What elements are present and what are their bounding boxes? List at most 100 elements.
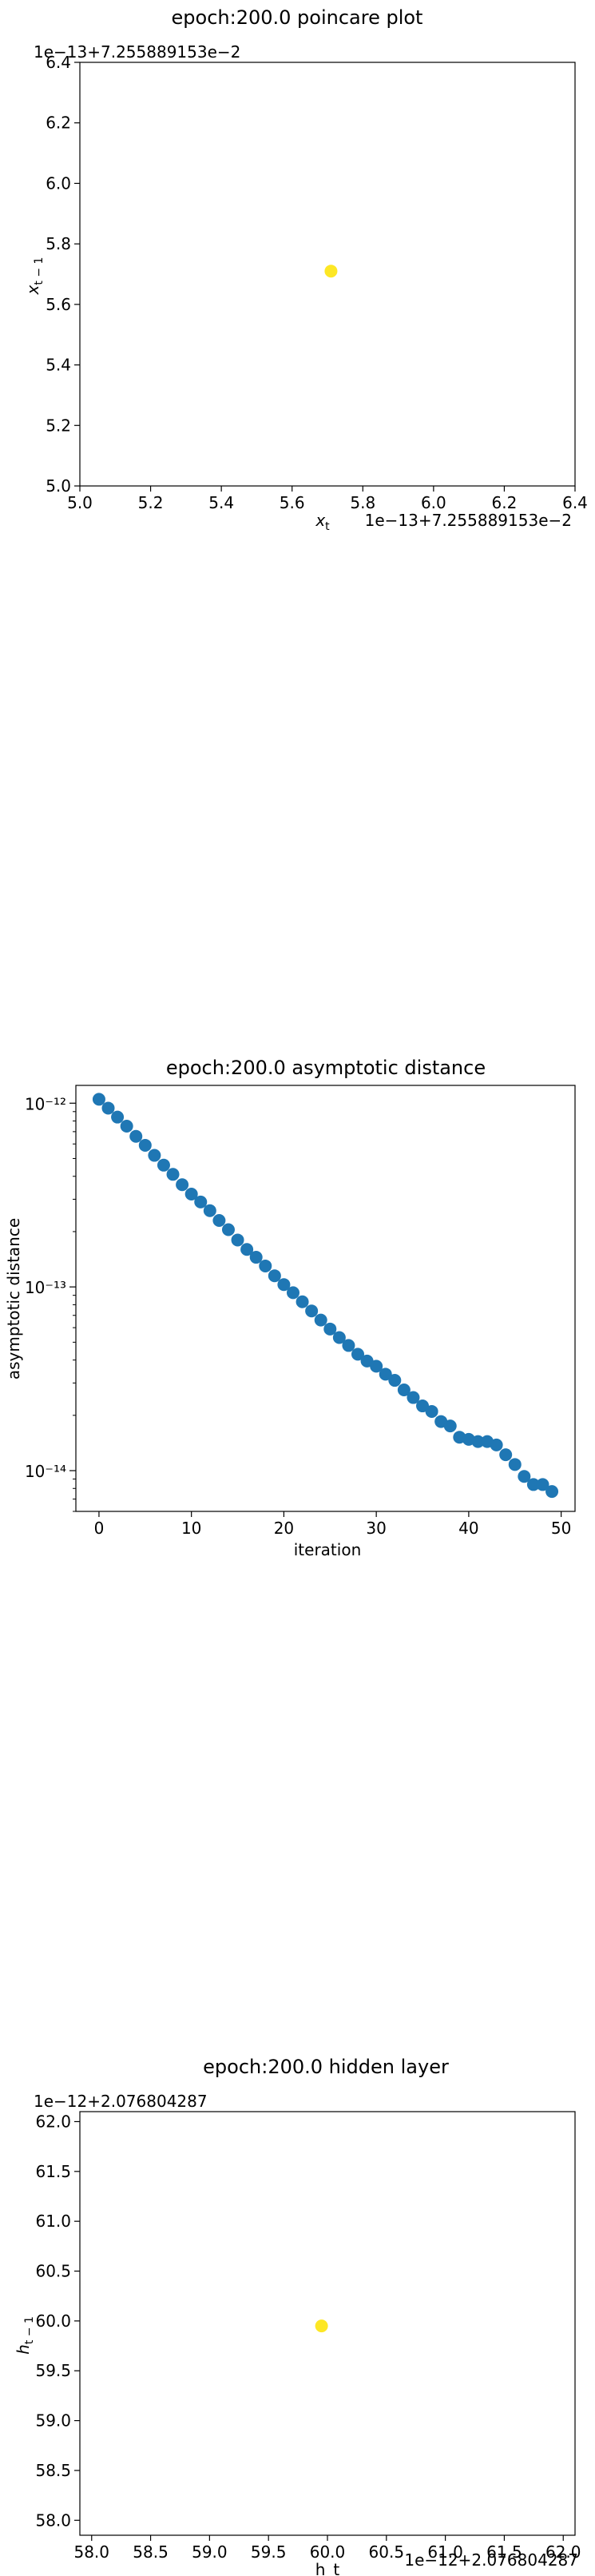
y-axis-label: xt − 1 bbox=[23, 257, 46, 296]
data-point bbox=[323, 1322, 337, 1336]
x-offset-label: 1e−12+2.076804287 bbox=[404, 2550, 578, 2570]
x-tick-label: 62.0 bbox=[545, 2542, 581, 2562]
data-points bbox=[92, 1093, 559, 1499]
y-tick-label: 10⁻¹³ bbox=[25, 1278, 66, 1297]
data-points bbox=[315, 2319, 328, 2333]
data-point bbox=[157, 1158, 170, 1172]
x-axis-label: h_t bbox=[315, 2560, 340, 2576]
y-axis-label: ht − 1 bbox=[14, 2316, 36, 2355]
data-point bbox=[305, 1304, 319, 1318]
y-tick-label: 5.2 bbox=[46, 416, 71, 435]
data-point bbox=[184, 1188, 198, 1201]
data-point bbox=[315, 2319, 328, 2333]
y-tick-label: 10⁻¹² bbox=[25, 1094, 66, 1113]
data-point bbox=[148, 1149, 161, 1162]
data-point bbox=[101, 1101, 115, 1115]
x-tick-label: 58.5 bbox=[133, 2542, 169, 2562]
x-tick-label: 6.2 bbox=[492, 493, 518, 512]
x-tick-label: 59.0 bbox=[192, 2542, 228, 2562]
data-point bbox=[120, 1119, 133, 1133]
x-tick-label: 30 bbox=[366, 1519, 386, 1538]
x-tick-label: 6.0 bbox=[421, 493, 446, 512]
y-axis: 58.0 58.5 59.0 59.5 60.0 60.5 61.0 61.5 62.0 bbox=[35, 2112, 80, 2530]
data-point bbox=[518, 1470, 531, 1483]
data-point bbox=[499, 1448, 513, 1462]
data-point bbox=[397, 1384, 411, 1397]
y-tick-label: 5.0 bbox=[46, 476, 71, 496]
data-point bbox=[379, 1368, 392, 1381]
x-axis: 58.0 58.5 59.0 59.5 60.0 60.5 61.0 61.5 62.0 bbox=[73, 2535, 581, 2562]
data-point bbox=[416, 1399, 430, 1413]
data-point bbox=[342, 1339, 355, 1352]
data-point bbox=[407, 1391, 420, 1404]
y-tick-label: 60.0 bbox=[35, 2311, 71, 2331]
data-point bbox=[268, 1269, 281, 1283]
data-point bbox=[111, 1110, 125, 1124]
x-tick-label: 0 bbox=[94, 1519, 105, 1538]
x-tick-label: 10 bbox=[181, 1519, 201, 1538]
data-point bbox=[351, 1348, 365, 1361]
data-point bbox=[221, 1223, 235, 1236]
plot-area bbox=[75, 1085, 576, 1512]
data-point bbox=[332, 1331, 346, 1344]
x-tick-label: 61.5 bbox=[486, 2542, 522, 2562]
x-tick-label: 5.8 bbox=[350, 493, 375, 512]
y-axis: 10⁻¹² 10⁻¹³ 10⁻¹⁴ bbox=[25, 1094, 76, 1512]
x-tick-label: 50 bbox=[551, 1519, 571, 1538]
data-point bbox=[203, 1204, 216, 1217]
chart-title: epoch:200.0 hidden layer bbox=[203, 2056, 449, 2078]
x-axis-label: iteration bbox=[294, 1540, 362, 1559]
data-point bbox=[388, 1374, 402, 1388]
y-tick-label: 6.2 bbox=[46, 113, 71, 133]
y-offset-label: 1e−12+2.076804287 bbox=[34, 2092, 208, 2111]
x-offset-label: 1e−13+7.255889153e−2 bbox=[365, 511, 572, 530]
y-tick-label: 62.0 bbox=[35, 2112, 71, 2131]
y-axis: 5.0 5.2 5.4 5.6 5.8 6.0 6.2 6.4 bbox=[46, 53, 80, 496]
data-point bbox=[277, 1278, 291, 1292]
x-tick-label: 60.5 bbox=[369, 2542, 405, 2562]
data-point bbox=[231, 1233, 244, 1247]
y-tick-label: 58.5 bbox=[35, 2461, 71, 2480]
data-point bbox=[314, 1313, 327, 1327]
y-tick-label: 5.8 bbox=[46, 234, 71, 253]
hidden-layer-chart: epoch:200.0 hidden layer 1e−12+2.0768042… bbox=[14, 2056, 581, 2576]
data-point bbox=[249, 1251, 263, 1264]
x-tick-label: 58.0 bbox=[73, 2542, 109, 2562]
x-tick-label: 61.0 bbox=[427, 2542, 463, 2562]
data-point bbox=[490, 1438, 503, 1451]
x-tick-label: 5.6 bbox=[280, 493, 305, 512]
x-tick-label: 60.0 bbox=[310, 2542, 346, 2562]
data-point bbox=[536, 1478, 549, 1491]
data-point bbox=[129, 1129, 143, 1143]
chart-title: epoch:200.0 asymptotic distance bbox=[166, 1057, 486, 1079]
data-point bbox=[240, 1243, 254, 1256]
y-tick-label: 61.0 bbox=[35, 2212, 71, 2231]
plot-area bbox=[79, 2111, 576, 2536]
plot-area bbox=[79, 62, 576, 487]
x-axis-label: xt bbox=[315, 511, 330, 533]
data-point bbox=[370, 1360, 383, 1373]
data-point bbox=[176, 1178, 189, 1192]
asymptotic-distance-chart: epoch:200.0 asymptotic distance 0 10 20 30 4… bbox=[4, 1057, 576, 1559]
x-tick-label: 40 bbox=[458, 1519, 478, 1538]
x-axis: 5.0 5.2 5.4 5.6 5.8 6.0 6.2 6.4 bbox=[67, 486, 588, 512]
y-tick-label: 5.6 bbox=[46, 295, 71, 314]
data-point bbox=[92, 1093, 105, 1106]
y-tick-label: 59.5 bbox=[35, 2361, 71, 2380]
y-tick-label: 5.4 bbox=[46, 356, 71, 375]
y-offset-label: 1e−13+7.255889153e−2 bbox=[34, 42, 240, 62]
data-point bbox=[138, 1138, 152, 1152]
data-point bbox=[545, 1485, 559, 1499]
data-point bbox=[324, 265, 338, 278]
chart-title: epoch:200.0 poincare plot bbox=[172, 6, 423, 29]
data-point bbox=[286, 1286, 299, 1300]
y-tick-label: 10⁻¹⁴ bbox=[25, 1462, 66, 1481]
data-point bbox=[166, 1168, 180, 1181]
y-tick-label: 6.0 bbox=[46, 173, 71, 193]
y-tick-label: 59.0 bbox=[35, 2411, 71, 2431]
x-axis: 0 10 20 30 40 50 bbox=[94, 1511, 571, 1538]
x-tick-label: 20 bbox=[274, 1519, 294, 1538]
x-tick-label: 5.0 bbox=[67, 493, 93, 512]
x-tick-label: 59.5 bbox=[251, 2542, 287, 2562]
